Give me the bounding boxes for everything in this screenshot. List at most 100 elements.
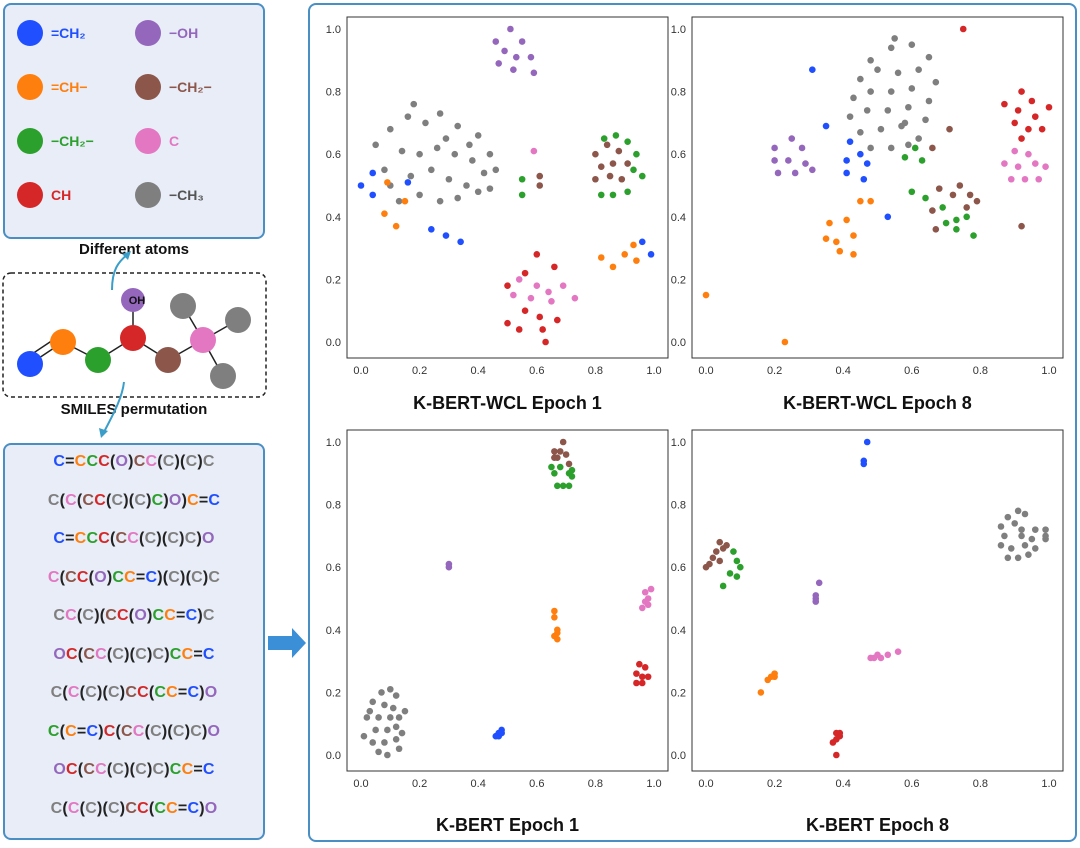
smiles-token: C [108, 799, 120, 817]
smiles-line-9: C(C(C)(C)CC(CC=C)O [5, 800, 263, 818]
scatter-point [857, 128, 864, 136]
scatter-point [1001, 100, 1008, 108]
plot-1: 0.0 0.0 0.2 0.2 0.4 0.4 0.6 0.6 0.8 0.8 1.0 1.0 K-BE… [671, 16, 1064, 413]
scatter-point [788, 135, 796, 142]
y-tick-label: 0.4 [671, 212, 686, 224]
smiles-token: ) [202, 568, 209, 586]
scatter-point [1031, 113, 1039, 120]
scatter-point [369, 739, 377, 746]
scatter-point [375, 748, 382, 756]
scatter-point [963, 213, 970, 221]
y-tick-label: 0.2 [326, 274, 341, 286]
y-tick-label: 0.6 [326, 149, 341, 161]
scatter-point [709, 554, 717, 562]
scatter-point [716, 557, 724, 565]
scatter-point [372, 726, 379, 734]
smiles-token: C [168, 568, 181, 586]
scatter-point [372, 141, 379, 149]
smiles-token: C [86, 722, 99, 740]
scatter-point [908, 85, 916, 92]
x-tick-label: 1.0 [1041, 778, 1056, 790]
scatter-point [369, 698, 377, 706]
smiles-token: C [83, 645, 96, 663]
scatter-point [812, 598, 820, 605]
scatter-point [1004, 513, 1012, 521]
x-tick-label: 0.6 [529, 365, 544, 377]
smiles-token: ( [62, 684, 68, 701]
legend-label-6: C [169, 133, 180, 149]
scatter-point [894, 69, 902, 77]
scatter-point [1028, 535, 1036, 543]
scatter-point [884, 107, 892, 114]
scatter-point [466, 141, 473, 149]
y-tick-label: 0.0 [671, 750, 686, 762]
scatter-point [850, 94, 857, 102]
atoms-caption: Different atoms [78, 241, 190, 258]
smiles-token: = [193, 761, 203, 778]
x-tick-label: 0.4 [836, 778, 851, 790]
y-tick-label: 1.0 [326, 24, 341, 36]
smiles-token: = [135, 568, 146, 586]
scatter-point [846, 138, 854, 145]
scatter-point [442, 135, 450, 142]
smiles-token: = [177, 684, 188, 701]
x-tick-label: 1.0 [646, 778, 661, 790]
smiles-line-0: C=CCC(O)CC(C)(C)C [5, 453, 263, 471]
scatter-point [809, 66, 816, 73]
atom-ch3-1 [170, 293, 196, 319]
scatter-point [486, 185, 494, 192]
legend-item-3: CH [17, 182, 71, 208]
smiles-token: ) [156, 530, 162, 547]
y-tick-label: 0.8 [671, 87, 686, 99]
y-tick-label: 1.0 [326, 437, 341, 449]
smiles-line-3: C(CC(O)CC=C)(C)(C)C [5, 569, 263, 587]
smiles-line-7: C(C=C)C(CC(C)(C)C)O [5, 723, 263, 741]
smiles-token: = [76, 722, 87, 740]
smiles-token: ) [146, 607, 153, 624]
smiles-token: C [50, 799, 63, 817]
scatter-point [539, 326, 546, 333]
connector-arrows [99, 251, 306, 658]
scatter-point [518, 191, 526, 199]
scatter-point [860, 175, 868, 183]
smiles-token: C [162, 453, 175, 470]
smiles-token: C [151, 491, 164, 509]
smiles-token: C [66, 761, 78, 778]
scatter-point [515, 276, 523, 283]
scatter-point [891, 35, 898, 42]
smiles-token: C [53, 607, 66, 624]
scatter-point [510, 66, 517, 73]
scatter-point [554, 635, 561, 643]
smiles-token: C [191, 568, 203, 586]
smiles-token: C [65, 491, 77, 509]
smiles-token: C [76, 568, 89, 586]
scatter-point [857, 197, 864, 205]
scatter-point [638, 673, 646, 681]
scatter-point [600, 135, 608, 142]
scatter-point [638, 172, 646, 180]
plot-title: K-BERT-WCL Epoch 1 [413, 393, 602, 413]
scatter-point [764, 676, 772, 684]
scatter-point [867, 197, 874, 205]
scatter-point [369, 191, 377, 199]
smiles-token: C [135, 761, 147, 778]
smiles-token: C [169, 761, 182, 778]
scatter-point [609, 191, 617, 199]
scatter-point [1021, 510, 1029, 518]
legend-item-5: −CH₂− [135, 74, 212, 100]
x-tick-label: 0.6 [904, 778, 919, 790]
smiles-token: C [65, 607, 77, 624]
smiles-token: C [133, 453, 146, 470]
smiles-token: C [117, 607, 129, 624]
x-tick-label: 0.8 [588, 365, 603, 377]
scatter-point [826, 219, 833, 227]
smiles-token: C [111, 491, 124, 509]
scatter-point [548, 298, 555, 305]
y-tick-label: 0.0 [326, 750, 341, 762]
scatter-point [730, 548, 737, 555]
smiles-token: ( [167, 722, 173, 740]
scatter-point [562, 451, 570, 458]
smiles-token: C [65, 722, 77, 740]
smiles-token: C [121, 722, 133, 740]
scatter-point [922, 116, 929, 124]
